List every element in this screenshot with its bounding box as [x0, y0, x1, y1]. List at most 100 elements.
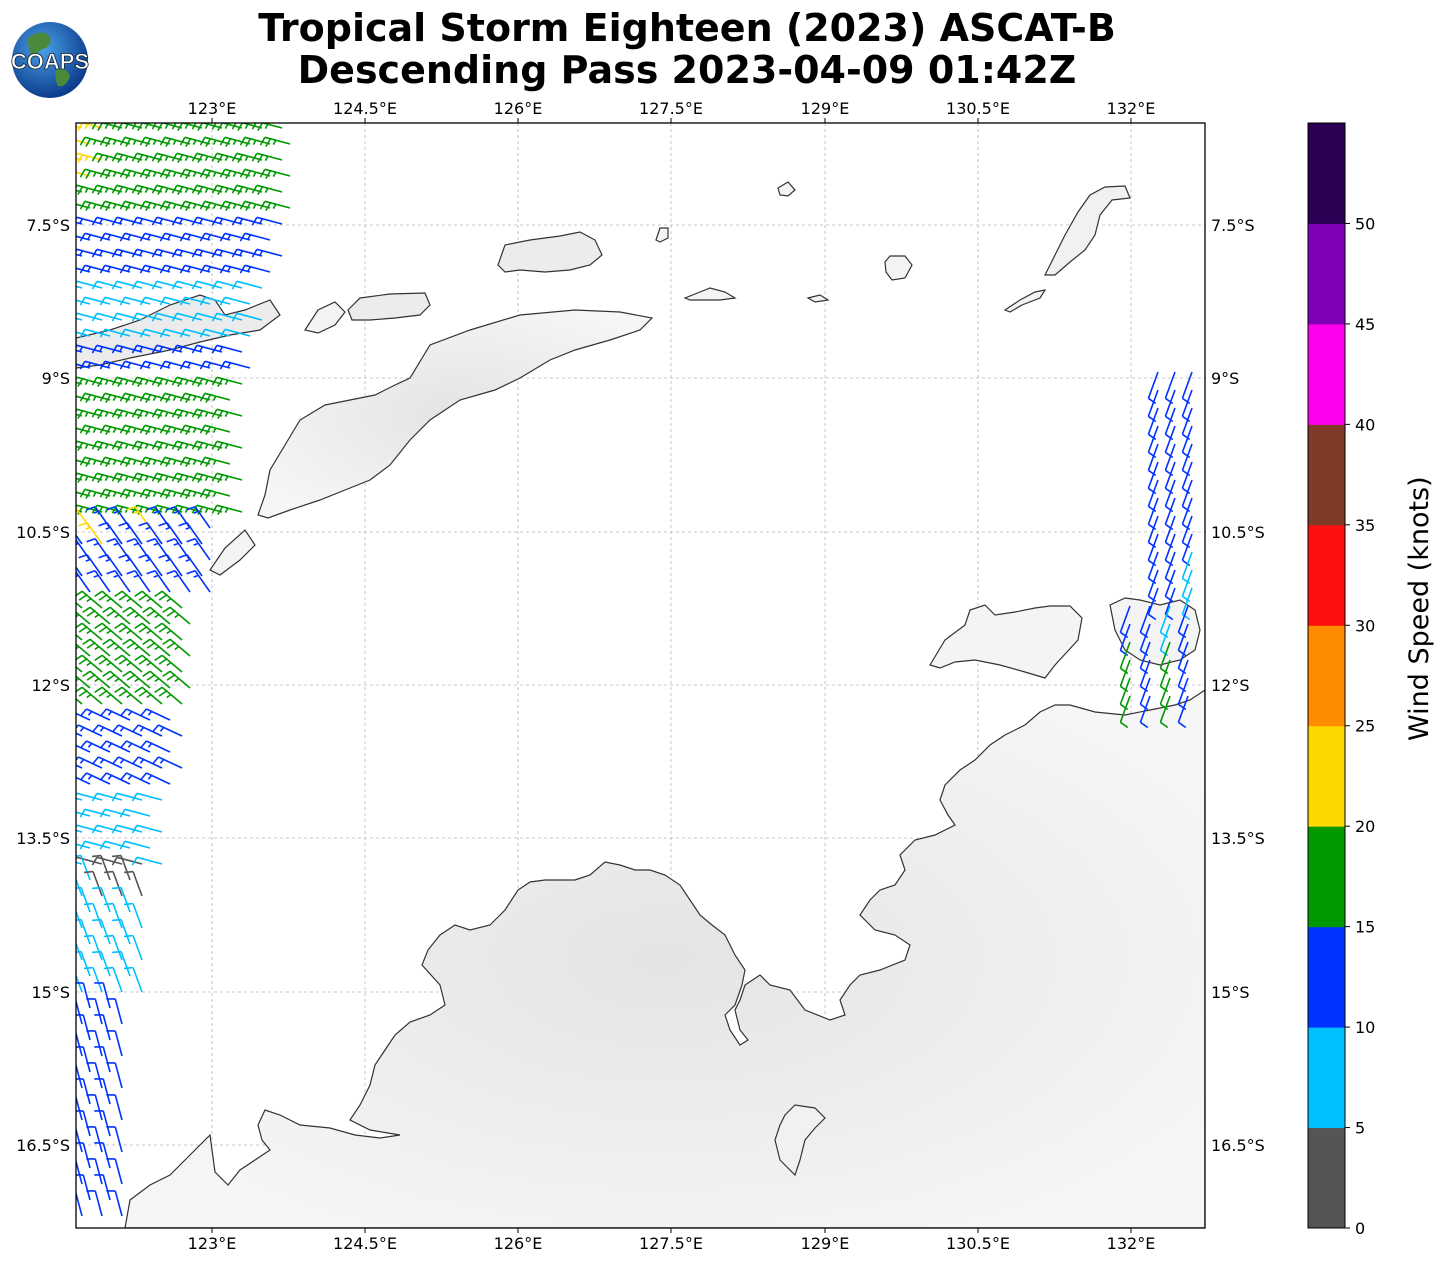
- wind-barb: [76, 675, 91, 689]
- wind-barb: [91, 280, 123, 290]
- colorbar-segment: [1308, 524, 1345, 626]
- colorbar-segment: [1308, 123, 1345, 224]
- wind-barb: [131, 152, 163, 163]
- wind-barb: [199, 392, 231, 403]
- wind-barb: [211, 152, 243, 163]
- wind-barb: [118, 553, 143, 577]
- wetar-island: [497, 231, 603, 273]
- wind-barb: [211, 504, 243, 515]
- wind-barb: [231, 184, 263, 195]
- colorbar-tick-label: 10: [1355, 1018, 1375, 1037]
- wind-barb: [112, 854, 131, 881]
- wind-barb: [102, 638, 131, 657]
- wind-barb: [1147, 461, 1159, 495]
- colorbar-tick-label: 0: [1355, 1219, 1365, 1238]
- wind-barb: [76, 123, 103, 131]
- wind-barb: [131, 408, 163, 419]
- wind-barb: [91, 312, 123, 322]
- wind-barb: [179, 296, 211, 306]
- wind-barb: [76, 622, 103, 641]
- wind-barb: [76, 445, 83, 449]
- flores-east: [76, 294, 281, 369]
- wind-barb: [76, 184, 103, 195]
- wind-barb: [76, 1046, 91, 1073]
- wind-barb: [76, 712, 91, 721]
- wind-barb: [124, 934, 143, 961]
- wind-barb: [131, 824, 163, 834]
- wind-barb: [99, 296, 131, 306]
- wind-barb: [99, 200, 131, 211]
- alor-island: [347, 292, 431, 321]
- wind-barbs: [76, 123, 1193, 1217]
- wind-barb: [139, 264, 171, 274]
- cobourg-peninsula: [1109, 597, 1201, 666]
- wind-barb: [76, 538, 91, 561]
- wind-barb: [79, 456, 111, 467]
- wind-barb: [79, 296, 111, 306]
- wind-barb: [76, 459, 91, 465]
- wind-barb: [211, 312, 243, 322]
- wind-barb: [119, 808, 151, 818]
- wind-barb: [120, 772, 151, 785]
- wind-barb: [171, 440, 203, 451]
- lon-label-bottom: 126°E: [494, 1234, 543, 1253]
- wind-barb: [159, 424, 191, 435]
- tanimbar-islands: [1044, 185, 1131, 276]
- wind-barb: [80, 708, 111, 721]
- wind-barb: [211, 376, 243, 387]
- wind-barb: [111, 376, 143, 387]
- wind-barb: [139, 200, 171, 211]
- wind-barb: [211, 440, 243, 451]
- wind-barb: [159, 200, 191, 211]
- wind-barb: [158, 521, 183, 545]
- wind-barb: [179, 456, 211, 467]
- wind-barb: [76, 534, 83, 545]
- wind-barb: [94, 1046, 111, 1073]
- wind-barb: [251, 216, 283, 226]
- colorbar-segment: [1308, 926, 1345, 1028]
- wind-barb: [76, 157, 83, 161]
- wind-barb: [199, 456, 231, 467]
- wind-barb: [1164, 551, 1176, 585]
- wind-barb: [112, 918, 131, 945]
- wind-barb: [151, 248, 183, 258]
- wind-barb: [76, 732, 83, 737]
- colorbar-segment: [1308, 323, 1345, 425]
- wind-barb: [1164, 389, 1176, 423]
- wind-barb: [199, 200, 231, 211]
- wind-barb: [79, 424, 111, 435]
- wind-barb: [179, 328, 211, 338]
- wind-barb: [94, 686, 123, 705]
- wind-barb: [134, 622, 163, 641]
- wind-barb: [239, 264, 271, 274]
- wind-barb: [92, 950, 111, 977]
- wind-barb: [159, 328, 191, 338]
- wind-barb: [1181, 461, 1193, 495]
- wind-barb: [99, 264, 131, 274]
- wind-barb: [91, 472, 123, 483]
- wind-barb: [78, 553, 103, 577]
- wind-barb: [111, 440, 143, 451]
- wind-barb: [126, 537, 151, 561]
- wind-barb: [1147, 371, 1159, 405]
- wind-barb: [91, 440, 123, 451]
- wind-barb: [1164, 569, 1176, 603]
- wind-barb: [86, 537, 111, 561]
- wind-barb: [76, 1078, 91, 1105]
- wind-barb: [231, 216, 263, 226]
- wind-barb: [259, 168, 291, 179]
- lat-label-right: 15°S: [1211, 983, 1250, 1002]
- wind-barb: [76, 248, 103, 257]
- wind-barb: [119, 264, 151, 274]
- wind-barb: [106, 1062, 123, 1089]
- wind-barb: [104, 934, 123, 961]
- wind-barb: [166, 569, 191, 593]
- wind-barb: [76, 491, 91, 497]
- wind-barb: [106, 1094, 123, 1121]
- wind-barb: [251, 123, 283, 131]
- wind-barb: [151, 312, 183, 322]
- wind-barb: [120, 708, 151, 721]
- wind-barb: [251, 152, 283, 163]
- wind-barb: [1181, 515, 1193, 549]
- wind-barb: [112, 950, 131, 977]
